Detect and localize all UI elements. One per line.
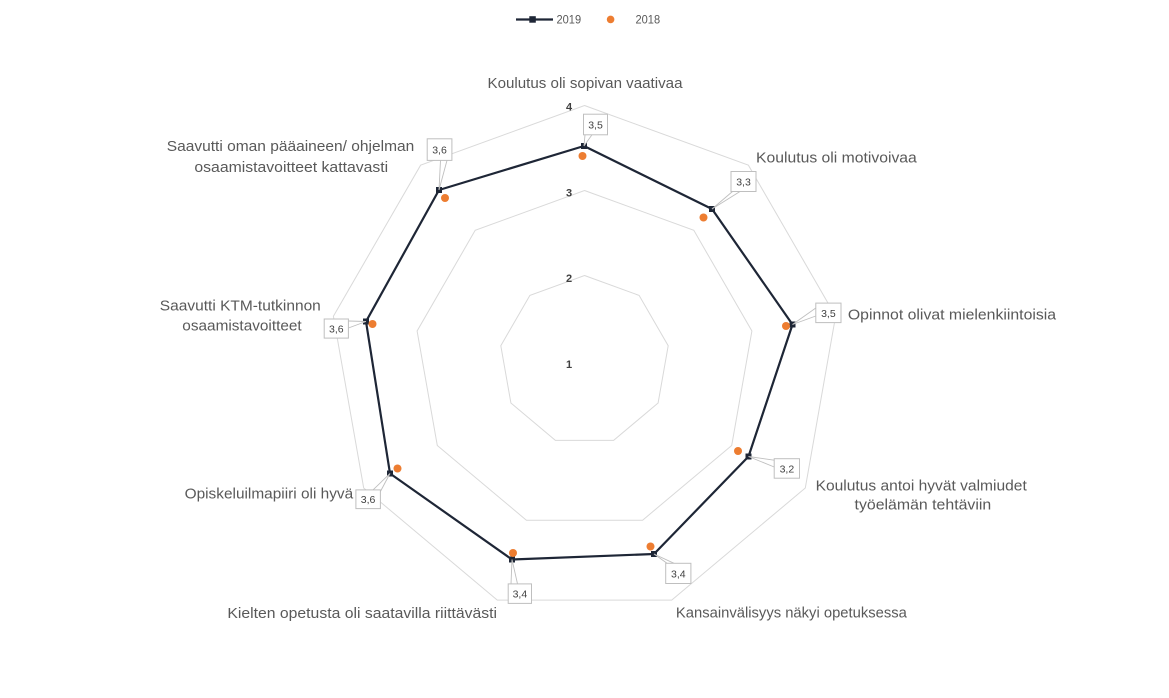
svg-text:Kielten opetusta oli saatavill: Kielten opetusta oli saatavilla riittävä… bbox=[227, 605, 497, 622]
svg-text:4: 4 bbox=[566, 102, 573, 114]
svg-text:Saavutti oman pääaineen/ ohjel: Saavutti oman pääaineen/ ohjelman bbox=[167, 138, 415, 155]
svg-text:3,6: 3,6 bbox=[432, 145, 447, 157]
svg-text:Kansainvälisyys näkyi opetukse: Kansainvälisyys näkyi opetuksessa bbox=[676, 604, 908, 621]
svg-text:3,5: 3,5 bbox=[821, 308, 836, 320]
svg-text:3,6: 3,6 bbox=[329, 324, 344, 336]
svg-text:Koulutus oli sopivan vaativaa: Koulutus oli sopivan vaativaa bbox=[488, 75, 684, 92]
svg-text:3,6: 3,6 bbox=[361, 494, 376, 506]
svg-text:3: 3 bbox=[566, 187, 572, 199]
svg-text:Koulutus antoi hyvät valmiudet: Koulutus antoi hyvät valmiudet bbox=[816, 477, 1028, 494]
svg-text:3,4: 3,4 bbox=[671, 568, 686, 580]
svg-text:osaamistavoitteet kattavasti: osaamistavoitteet kattavasti bbox=[194, 159, 388, 176]
svg-text:1: 1 bbox=[566, 359, 572, 371]
svg-text:Saavutti KTM-tutkinnon: Saavutti KTM-tutkinnon bbox=[160, 297, 321, 314]
svg-text:työelämän tehtäviin: työelämän tehtäviin bbox=[855, 497, 992, 514]
svg-text:2: 2 bbox=[566, 273, 572, 285]
svg-text:3,3: 3,3 bbox=[736, 177, 751, 189]
svg-text:2018: 2018 bbox=[636, 13, 661, 27]
svg-text:Koulutus oli motivoivaa: Koulutus oli motivoivaa bbox=[756, 150, 917, 167]
svg-text:Opinnot olivat mielenkiintoisi: Opinnot olivat mielenkiintoisia bbox=[848, 306, 1057, 323]
svg-text:Opiskeluilmapiiri oli hyvä: Opiskeluilmapiiri oli hyvä bbox=[185, 485, 354, 502]
svg-text:osaamistavoitteet: osaamistavoitteet bbox=[182, 318, 302, 335]
svg-text:3,2: 3,2 bbox=[780, 463, 795, 475]
svg-text:3,5: 3,5 bbox=[588, 120, 603, 132]
svg-text:2019: 2019 bbox=[557, 13, 582, 27]
svg-text:3,4: 3,4 bbox=[513, 589, 528, 601]
